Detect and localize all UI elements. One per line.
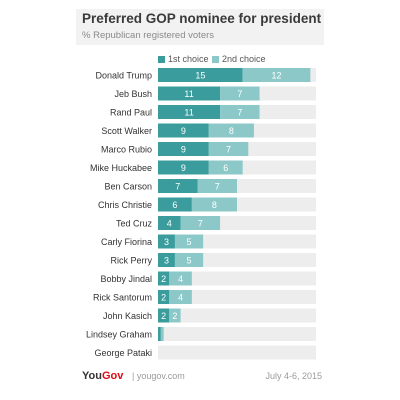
bar-track-lindsey-graham — [158, 327, 316, 341]
legend-item-first-choice: 1st choice — [158, 54, 209, 64]
bar-first-choice-jeb-bush — [158, 86, 221, 101]
logo-gov: Gov — [101, 370, 124, 382]
bar-first-choice-rand-paul — [158, 105, 221, 119]
value-label-first-chris-christie: 6 — [172, 200, 177, 210]
bar-second-choice-ted-cruz — [180, 216, 221, 230]
value-label-second-jeb-bush: 7 — [237, 89, 242, 99]
bar-first-choice-mike-huckabee — [158, 160, 209, 175]
value-label-first-marco-rubio: 9 — [181, 145, 186, 155]
value-label-second-ben-carson: 7 — [215, 182, 220, 192]
chart-header: Preferred GOP nominee for president % Re… — [76, 9, 324, 45]
bar-second-choice-rick-perry — [174, 253, 204, 267]
bar-second-choice-bobby-jindal — [169, 271, 192, 286]
bar-track-bobby-jindal — [158, 271, 316, 286]
value-label-second-ted-cruz: 7 — [198, 219, 203, 229]
value-label-first-rick-santorum: 2 — [161, 293, 166, 303]
bar-first-choice-rick-santorum — [158, 290, 170, 304]
category-label-john-kasich: John Kasich — [103, 311, 152, 321]
survey-date: July 4-6, 2015 — [265, 371, 322, 381]
value-label-second-chris-christie: 8 — [212, 200, 217, 210]
logo-you: You — [82, 370, 102, 382]
bar-second-choice-carly-fiorina — [174, 234, 204, 249]
value-label-first-donald-trump: 15 — [195, 71, 205, 81]
category-label-lindsey-graham: Lindsey Graham — [86, 330, 152, 340]
bar-second-choice-rick-santorum — [169, 290, 192, 304]
category-label-mike-huckabee: Mike Huckabee — [90, 163, 152, 173]
bar-track-rick-santorum — [158, 290, 316, 304]
bar-first-choice-ben-carson — [158, 179, 198, 193]
category-label-rick-perry: Rick Perry — [110, 256, 152, 266]
bar-second-choice-lindsey-graham — [160, 327, 164, 341]
bar-second-choice-mike-huckabee — [208, 160, 243, 175]
category-label-marco-rubio: Marco Rubio — [101, 145, 152, 155]
value-label-first-john-kasich: 2 — [161, 311, 166, 321]
category-label-jeb-bush: Jeb Bush — [114, 89, 152, 99]
bar-first-choice-bobby-jindal — [158, 271, 170, 286]
category-label-donald-trump: Donald Trump — [95, 71, 152, 81]
bar-second-choice-jeb-bush — [220, 86, 260, 101]
bar-first-choice-rick-perry — [158, 253, 175, 267]
bar-second-choice-ben-carson — [197, 179, 237, 193]
bar-first-choice-lindsey-graham — [158, 327, 161, 341]
value-label-second-bobby-jindal: 4 — [178, 274, 183, 284]
value-label-first-ted-cruz: 4 — [167, 219, 172, 229]
value-label-second-carly-fiorina: 5 — [187, 237, 192, 247]
bar-first-choice-carly-fiorina — [158, 234, 175, 249]
bar-first-choice-marco-rubio — [158, 142, 209, 156]
category-label-george-pataki: George Pataki — [94, 348, 152, 358]
value-label-second-scott-walker: 8 — [229, 126, 234, 136]
value-label-first-rick-perry: 3 — [164, 256, 169, 266]
bar-first-choice-donald-trump — [158, 68, 243, 82]
value-label-second-rand-paul: 7 — [237, 108, 242, 118]
category-label-carly-fiorina: Carly Fiorina — [101, 237, 152, 247]
bar-second-choice-marco-rubio — [208, 142, 249, 156]
bar-first-choice-ted-cruz — [158, 216, 181, 230]
value-label-first-jeb-bush: 11 — [184, 89, 193, 99]
category-label-bobby-jindal: Bobby Jindal — [100, 274, 152, 284]
bar-first-choice-chris-christie — [158, 197, 192, 212]
chart-subtitle: % Republican registered voters — [82, 30, 215, 41]
footer: YouGov | yougov.com July 4-6, 2015 — [82, 370, 322, 386]
bar-second-choice-john-kasich — [169, 308, 181, 323]
bar-second-choice-chris-christie — [191, 197, 237, 212]
value-label-first-carly-fiorina: 3 — [164, 237, 169, 247]
legend-label-second-choice: 2nd choice — [222, 54, 266, 64]
legend-swatch-first-choice — [158, 56, 165, 63]
value-label-second-donald-trump: 12 — [271, 71, 281, 81]
value-label-second-john-kasich: 2 — [172, 311, 177, 321]
legend-label-first-choice: 1st choice — [168, 54, 209, 64]
value-label-first-scott-walker: 9 — [181, 126, 186, 136]
value-label-first-ben-carson: 7 — [175, 182, 180, 192]
category-label-rick-santorum: Rick Santorum — [93, 293, 152, 303]
value-label-first-bobby-jindal: 2 — [161, 274, 166, 284]
category-label-ben-carson: Ben Carson — [104, 182, 152, 192]
bar-track-john-kasich — [158, 308, 316, 323]
legend-item-second-choice: 2nd choice — [212, 54, 266, 64]
legend-swatch-second-choice — [212, 56, 219, 63]
yougov-logo: YouGov — [82, 370, 123, 382]
category-label-chris-christie: Chris Christie — [98, 200, 152, 210]
value-label-second-mike-huckabee: 6 — [223, 163, 228, 173]
category-label-ted-cruz: Ted Cruz — [116, 219, 153, 229]
bar-track-george-pataki — [158, 345, 316, 360]
category-label-scott-walker: Scott Walker — [101, 126, 152, 136]
value-label-first-mike-huckabee: 9 — [181, 163, 186, 173]
chart-title: Preferred GOP nominee for president — [82, 11, 322, 26]
bar-second-choice-rand-paul — [220, 105, 260, 119]
bar-second-choice-donald-trump — [242, 68, 311, 82]
value-label-second-rick-santorum: 4 — [178, 293, 183, 303]
value-label-second-rick-perry: 5 — [187, 256, 192, 266]
bar-first-choice-john-kasich — [158, 308, 170, 323]
bar-second-choice-scott-walker — [208, 123, 254, 138]
site-url: | yougov.com — [132, 371, 185, 381]
value-label-first-rand-paul: 11 — [184, 108, 193, 118]
category-label-rand-paul: Rand Paul — [110, 108, 152, 118]
value-label-second-marco-rubio: 7 — [226, 145, 231, 155]
bar-first-choice-scott-walker — [158, 123, 209, 138]
